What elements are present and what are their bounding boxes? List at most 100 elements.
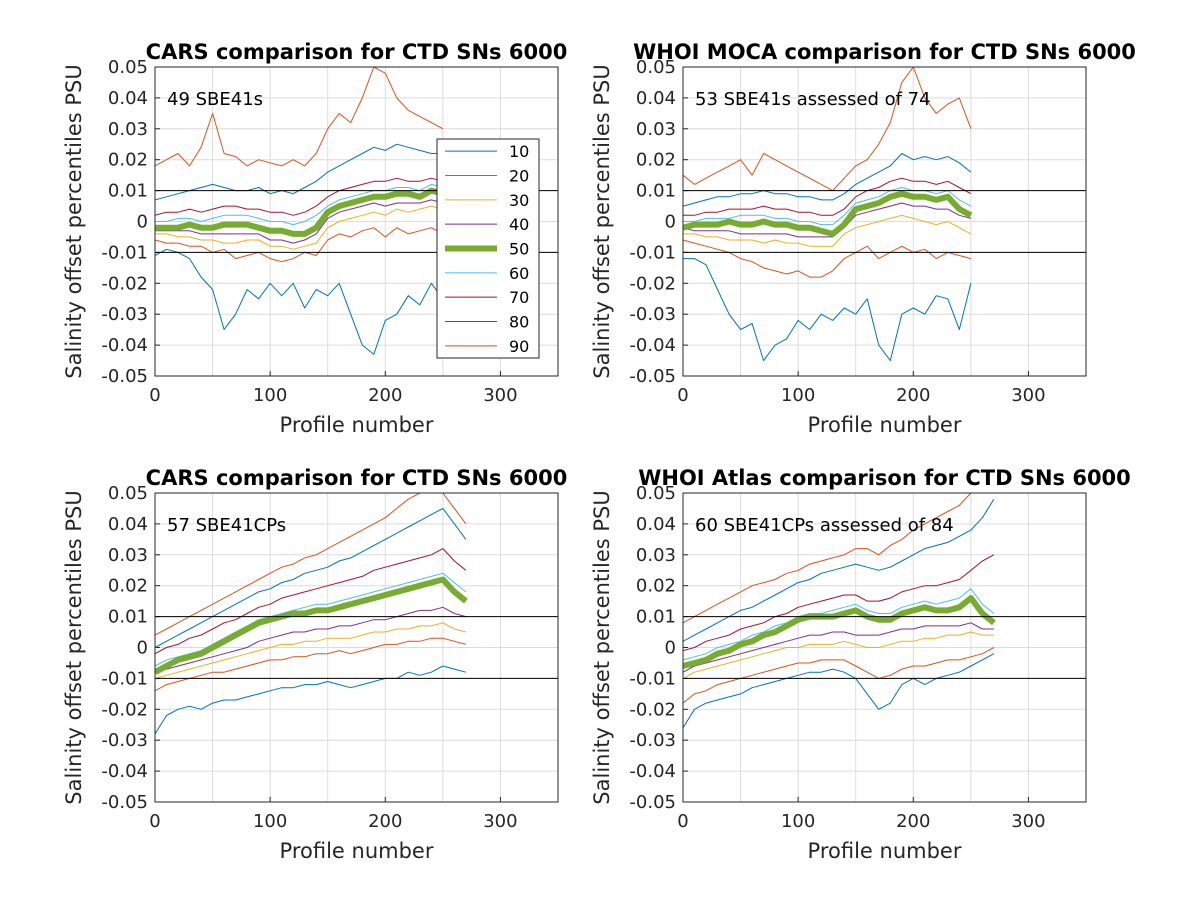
x-tick-label: 200 [368, 385, 402, 406]
x-tick-label: 100 [253, 811, 287, 832]
series-line-p70 [155, 177, 444, 216]
chart-title: WHOI Atlas comparison for CTD SNs 6000 [638, 466, 1131, 490]
y-tick-label: 0.01 [108, 181, 148, 202]
axes-frame [154, 492, 559, 803]
y-tick-label: -0.03 [101, 730, 148, 751]
series-line-p20 [155, 227, 444, 263]
y-tick-label: 0.03 [636, 119, 676, 140]
series-line-p90 [683, 493, 972, 624]
series-group [155, 67, 444, 355]
y-tick-label: -0.02 [629, 273, 676, 294]
y-tick-label: 0 [137, 638, 148, 659]
legend: 10 20 30 40 50 60 70 80 90 [436, 138, 540, 359]
y-tick-label: -0.04 [101, 761, 148, 782]
chart-panel-2: -0.05 -0.04 -0.03 -0.02 -0.01 0 0.01 0.02 0.03 0.… [590, 40, 1136, 437]
series-line-p10 [683, 653, 995, 729]
x-axis-label: Profile number [280, 839, 434, 863]
series-line-p30 [155, 205, 444, 250]
y-tick-label: 0.05 [108, 483, 148, 504]
series-line-p60 [155, 183, 444, 226]
y-axis-label: Salinity offset percentiles PSU [590, 64, 614, 378]
chart-annotation: 53 SBE41s assessed of 74 [695, 89, 931, 110]
chart-panel-3: -0.05 -0.04 -0.03 -0.02 -0.01 0 0.01 0.02 0.03 0.… [62, 466, 567, 863]
series-group [683, 67, 973, 362]
x-tick-label: 300 [483, 811, 517, 832]
x-axis-label: Profile number [808, 839, 962, 863]
series-line-p20 [155, 637, 467, 692]
y-tick-label: 0.04 [108, 88, 148, 109]
series-line-p30 [683, 631, 994, 679]
x-axis-label: Profile number [280, 413, 434, 437]
y-tick-label: 0.02 [108, 150, 148, 171]
x-tick-label: 200 [896, 385, 930, 406]
y-tick-label: -0.05 [101, 366, 148, 387]
series-line-p40 [683, 202, 972, 238]
y-tick-label: -0.03 [629, 730, 676, 751]
y-tick-label: -0.01 [629, 668, 676, 689]
y-tick-label: 0.04 [636, 88, 676, 109]
series-line-p10 [155, 248, 444, 355]
y-tick-label: -0.05 [629, 792, 676, 813]
series-line-p80 [683, 498, 995, 642]
y-tick-label: 0.02 [636, 576, 676, 597]
y-tick-label: -0.02 [101, 273, 148, 294]
legend-label: 10 [509, 142, 529, 161]
chart-title: CARS comparison for CTD SNs 6000 [146, 40, 568, 64]
series-line-p30 [155, 622, 467, 679]
legend-label: 50 [509, 240, 529, 259]
series-line-p60 [683, 588, 995, 661]
y-tick-label: -0.02 [101, 699, 148, 720]
y-tick-label: -0.05 [629, 366, 676, 387]
y-tick-label: -0.04 [629, 761, 676, 782]
series-line-p20 [683, 647, 995, 704]
y-tick-label: 0.01 [636, 607, 676, 628]
x-tick-label: 100 [253, 385, 287, 406]
legend-label: 30 [509, 191, 529, 210]
y-tick-label: 0 [137, 212, 148, 233]
chart-annotation: 60 SBE41CPs assessed of 84 [695, 515, 954, 536]
series-line-p40 [683, 622, 994, 673]
x-axis-label: Profile number [808, 413, 962, 437]
x-tick-label: 200 [896, 811, 930, 832]
series-group [683, 493, 996, 729]
y-tick-label: -0.04 [101, 335, 148, 356]
y-tick-label: 0.03 [636, 545, 676, 566]
axes-frame [682, 66, 1087, 377]
series-line-p20 [683, 239, 972, 278]
y-tick-label: 0.01 [636, 181, 676, 202]
x-tick-label: 100 [781, 385, 815, 406]
series-line-p50 [683, 190, 973, 237]
series-line-p40 [155, 606, 467, 673]
y-tick-label: 0.04 [108, 514, 148, 535]
series-line-p90 [683, 67, 972, 192]
x-tick-label: 0 [677, 385, 688, 406]
x-tick-label: 300 [1011, 385, 1045, 406]
y-tick-label: -0.05 [101, 792, 148, 813]
y-tick-label: 0.05 [636, 57, 676, 78]
axes-frame [154, 66, 559, 377]
chart-title: WHOI MOCA comparison for CTD SNs 6000 [633, 40, 1136, 64]
y-tick-label: 0.03 [108, 119, 148, 140]
x-tick-label: 0 [677, 811, 688, 832]
chart-title: CARS comparison for CTD SNs 6000 [146, 466, 568, 490]
chart-panel-1: -0.05 -0.04 -0.03 -0.02 -0.01 0 0.01 0.02 0.03 0.… [62, 40, 567, 437]
x-tick-label: 0 [149, 811, 160, 832]
series-line-p80 [155, 507, 467, 648]
legend-label: 40 [509, 215, 529, 234]
series-line-p30 [683, 214, 972, 247]
series-line-p80 [683, 153, 972, 207]
x-tick-label: 200 [368, 811, 402, 832]
series-line-p90 [155, 67, 444, 167]
y-tick-label: -0.04 [629, 335, 676, 356]
chart-annotation: 57 SBE41CPs [167, 515, 286, 536]
series-line-p40 [155, 199, 444, 244]
series-line-p70 [155, 548, 467, 655]
series-line-p70 [683, 554, 995, 652]
series-line-p10 [155, 665, 467, 735]
y-tick-label: 0.02 [636, 150, 676, 171]
y-tick-label: 0.01 [108, 607, 148, 628]
y-tick-label: -0.01 [629, 242, 676, 263]
legend-label: 20 [509, 167, 529, 186]
y-tick-label: -0.01 [101, 242, 148, 263]
